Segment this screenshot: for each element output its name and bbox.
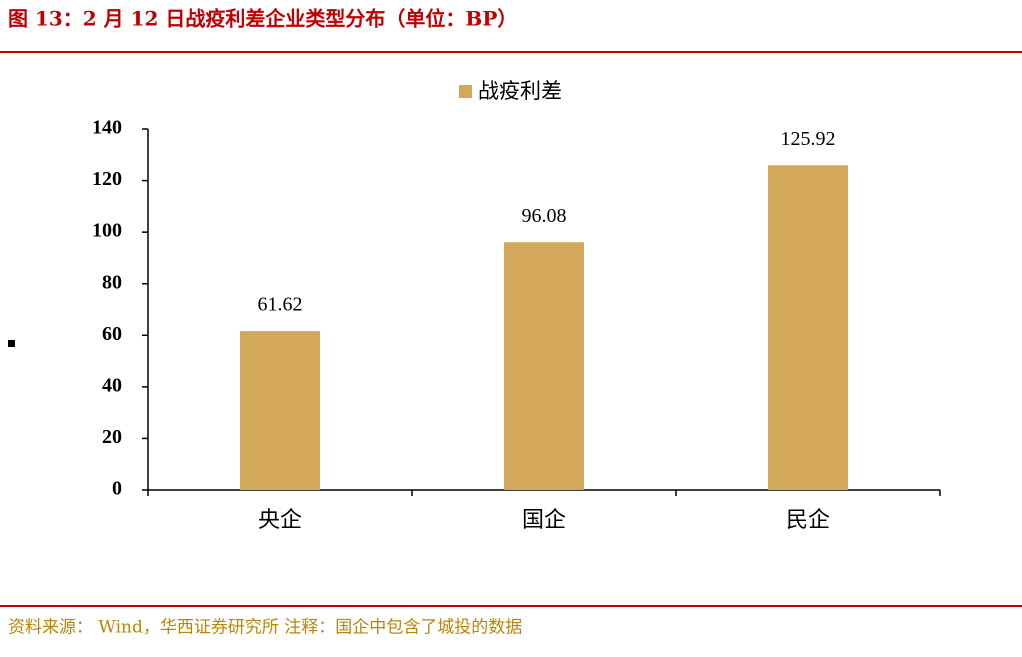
- chart-title: 图 13：2 月 12 日战疫利差企业类型分布（单位：BP）: [8, 7, 517, 31]
- bullet: [8, 340, 15, 347]
- y-tick-label: 140: [92, 117, 122, 139]
- y-tick-label: 40: [102, 374, 122, 396]
- value-label: 125.92: [781, 128, 836, 150]
- x-tick-label: 民企: [786, 508, 830, 533]
- bar: [504, 242, 584, 490]
- y-tick-label: 60: [102, 323, 122, 345]
- source-note: 资料来源： Wind，华西证券研究所 注释：国企中包含了城投的数据: [8, 618, 522, 638]
- legend-label: 战疫利差: [478, 79, 562, 103]
- x-tick-label: 央企: [258, 508, 302, 533]
- legend-swatch: [459, 85, 472, 98]
- y-tick-label: 20: [102, 426, 122, 448]
- value-label: 61.62: [258, 294, 303, 316]
- y-tick-label: 120: [92, 168, 122, 190]
- value-label: 96.08: [522, 205, 567, 227]
- y-tick-label: 0: [112, 478, 122, 500]
- y-tick-label: 100: [92, 220, 122, 242]
- y-tick-label: 80: [102, 271, 122, 293]
- x-tick-label: 国企: [522, 508, 566, 533]
- bar: [240, 331, 320, 490]
- bar: [768, 165, 848, 491]
